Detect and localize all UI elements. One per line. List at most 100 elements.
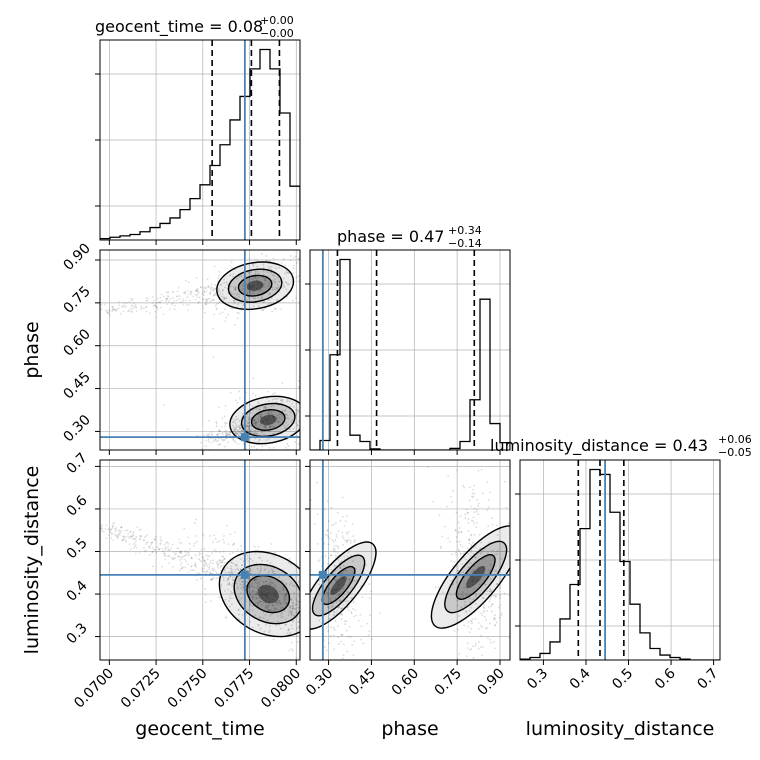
sample-point xyxy=(202,570,205,573)
sample-point xyxy=(305,421,307,423)
title-phase-sup: +0.34 xyxy=(448,224,482,237)
sample-point xyxy=(160,306,162,309)
sample-point xyxy=(187,303,190,306)
sample-point xyxy=(211,552,214,555)
sample-point xyxy=(158,548,161,551)
sample-point xyxy=(259,415,262,418)
sample-point xyxy=(258,600,261,603)
sample-point xyxy=(179,559,181,561)
sample-point xyxy=(280,308,283,311)
sample-point xyxy=(257,425,260,428)
sample-point xyxy=(288,584,291,586)
sample-point xyxy=(480,578,483,581)
sample-point xyxy=(291,604,294,607)
sample-point xyxy=(333,564,336,567)
sample-point xyxy=(165,298,168,301)
sample-point xyxy=(238,599,241,602)
sample-point xyxy=(288,628,290,630)
sample-point xyxy=(187,536,190,539)
sample-point xyxy=(292,619,295,622)
sample-point xyxy=(308,548,310,550)
sample-point xyxy=(183,555,186,558)
sample-point xyxy=(222,538,224,541)
sample-point xyxy=(324,650,326,652)
sample-point xyxy=(328,588,331,590)
sample-point xyxy=(247,609,249,612)
sample-point xyxy=(272,446,275,449)
sample-point xyxy=(169,549,171,552)
sample-point xyxy=(156,306,158,309)
sample-point xyxy=(275,601,278,604)
sample-point xyxy=(110,532,113,535)
sample-point xyxy=(256,567,259,570)
sample-point xyxy=(123,301,126,304)
sample-point xyxy=(128,535,131,538)
sample-point xyxy=(249,403,252,406)
sample-point xyxy=(241,564,244,567)
sample-point xyxy=(459,515,462,517)
sample-point xyxy=(165,542,168,544)
sample-point xyxy=(273,397,276,400)
sample-point xyxy=(218,293,221,296)
sample-point xyxy=(223,281,225,284)
sample-point xyxy=(125,302,128,305)
sample-point xyxy=(187,551,190,554)
sample-point xyxy=(155,316,158,319)
sample-point xyxy=(314,434,316,436)
sample-point xyxy=(251,585,254,588)
sample-point xyxy=(247,296,250,299)
sample-point xyxy=(257,418,260,421)
sample-point xyxy=(283,598,285,601)
sample-point xyxy=(208,554,211,557)
sample-point xyxy=(494,647,496,650)
sample-point xyxy=(260,283,263,285)
panel-frame xyxy=(309,459,511,661)
sample-point xyxy=(229,552,231,555)
sample-point xyxy=(245,612,248,615)
sample-point xyxy=(335,587,338,590)
sample-point xyxy=(240,544,242,547)
sample-point xyxy=(252,377,254,380)
sample-point xyxy=(179,552,182,555)
sample-point xyxy=(218,430,221,433)
sample-point xyxy=(348,530,350,533)
sample-point xyxy=(302,392,304,394)
sample-point xyxy=(163,543,166,546)
sample-point xyxy=(139,535,142,537)
sample-point xyxy=(135,310,138,312)
sample-point xyxy=(314,441,316,443)
sample-point xyxy=(254,578,257,581)
sample-point xyxy=(489,588,492,591)
sample-point xyxy=(140,308,142,311)
sample-point xyxy=(452,583,454,586)
sample-point xyxy=(308,503,310,505)
sample-point xyxy=(285,288,288,291)
sample-point xyxy=(470,627,472,630)
sample-point xyxy=(267,424,270,426)
sample-point xyxy=(166,554,169,557)
sample-point xyxy=(458,549,460,552)
sample-point xyxy=(453,630,456,632)
sample-point xyxy=(286,632,289,635)
sample-point xyxy=(217,277,220,280)
contour-line xyxy=(227,268,283,303)
sample-point xyxy=(219,561,222,563)
sample-point xyxy=(289,606,291,608)
x-tick-label: 0.0725 xyxy=(118,666,164,712)
sample-point xyxy=(306,409,308,411)
sample-point xyxy=(247,287,249,290)
sample-point xyxy=(297,280,300,283)
sample-point xyxy=(455,511,458,514)
sample-point xyxy=(290,402,293,405)
sample-point xyxy=(217,596,220,599)
sample-point xyxy=(473,492,475,495)
sample-point xyxy=(256,258,259,261)
sample-point xyxy=(332,634,335,637)
sample-point xyxy=(332,571,335,574)
sample-point xyxy=(461,484,464,487)
sample-point xyxy=(248,284,251,286)
sample-point xyxy=(121,305,123,308)
sample-point xyxy=(85,521,87,523)
sample-point xyxy=(255,593,258,596)
sample-point xyxy=(227,313,229,316)
